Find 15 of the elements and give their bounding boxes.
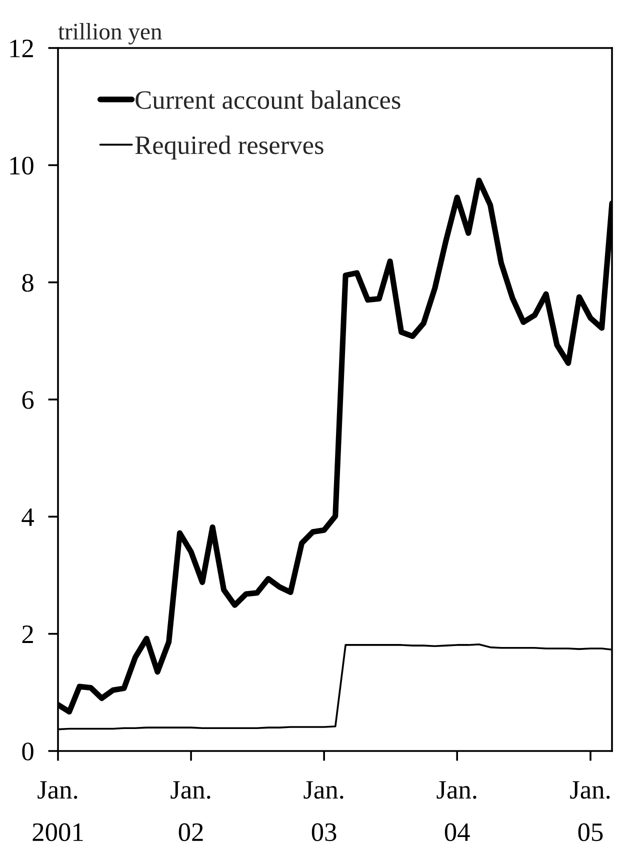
legend-label: Required reserves: [135, 136, 324, 160]
y-tick-label: 0: [22, 742, 34, 760]
x-tick-label: Jan. 05: [570, 781, 610, 842]
x-tick-label: Jan. 02: [170, 781, 210, 842]
y-tick-label: 2: [22, 626, 33, 643]
x-tick-label: Jan. 03: [304, 781, 344, 842]
legend-label: Current account balances: [136, 90, 400, 109]
x-tick-label: Jan. 04: [436, 781, 476, 842]
y-tick-label: 8: [22, 274, 34, 292]
y-tick-label: 10: [10, 156, 34, 175]
y-tick-label: 12: [10, 40, 33, 58]
y-tick-label: 6: [22, 391, 34, 409]
y-tick-label: 4: [22, 508, 34, 526]
x-tick-label: Jan. 2001: [32, 781, 83, 842]
y-axis-title: trillion yen: [58, 23, 162, 44]
